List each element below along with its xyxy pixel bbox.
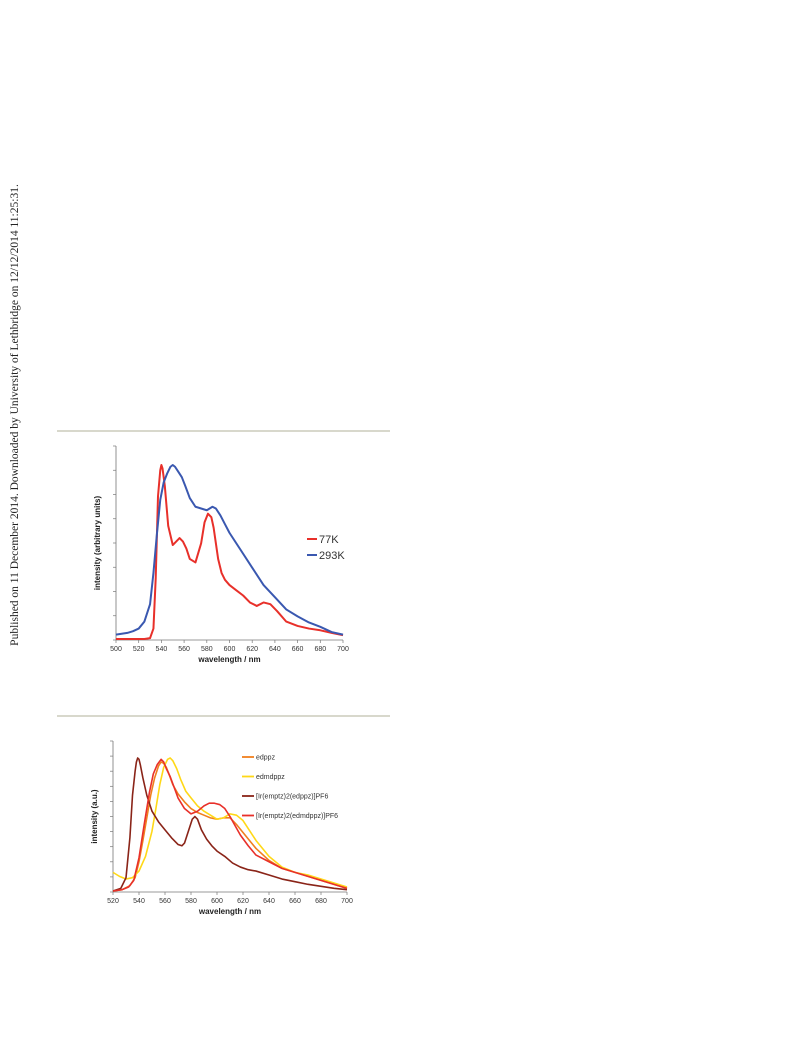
legend-label-ir-emptz-2-edmdppz-pf6: [Ir(emptz)2(edmdppz)]PF6 bbox=[256, 813, 338, 820]
x-tick-label: 700 bbox=[337, 646, 349, 653]
series-line-ir-emptz-2-edppz-pf6 bbox=[112, 757, 348, 892]
x-tick-label: 520 bbox=[107, 898, 119, 905]
x-tick-label: 580 bbox=[185, 898, 197, 905]
x-tick-label: 680 bbox=[315, 898, 327, 905]
x-tick-label: 580 bbox=[201, 646, 213, 653]
x-tick-label: 600 bbox=[224, 646, 236, 653]
legend-label-edppz: edppz bbox=[256, 755, 276, 762]
legend-label-293k: 293K bbox=[319, 550, 345, 562]
x-tick-label: 540 bbox=[156, 646, 168, 653]
x-tick-label: 500 bbox=[110, 646, 122, 653]
x-axis-label: wavelength / nm bbox=[197, 655, 260, 664]
x-tick-label: 700 bbox=[341, 898, 353, 905]
series-line-ir-emptz-2-edmdppz-pf6 bbox=[112, 758, 348, 892]
x-tick-label: 560 bbox=[159, 898, 171, 905]
x-tick-label: 660 bbox=[292, 646, 304, 653]
series-line-edmdppz bbox=[112, 757, 348, 888]
series-line-293k bbox=[115, 464, 344, 636]
y-axis-label: intensity (arbitrary units) bbox=[93, 496, 102, 591]
x-tick-label: 540 bbox=[133, 898, 145, 905]
divider-bottom bbox=[57, 715, 390, 717]
x-tick-label: 640 bbox=[269, 646, 281, 653]
x-tick-label: 620 bbox=[237, 898, 249, 905]
x-tick-label: 620 bbox=[246, 646, 258, 653]
legend-label-77k: 77K bbox=[319, 534, 339, 546]
x-axis-label: wavelength / nm bbox=[198, 907, 261, 916]
divider-top bbox=[57, 430, 390, 432]
x-tick-label: 680 bbox=[314, 646, 326, 653]
y-axis-label: intensity (a.u.) bbox=[90, 789, 99, 844]
x-tick-label: 560 bbox=[178, 646, 190, 653]
x-tick-label: 600 bbox=[211, 898, 223, 905]
x-tick-label: 640 bbox=[263, 898, 275, 905]
series-line-edppz bbox=[112, 761, 348, 892]
x-tick-label: 660 bbox=[289, 898, 301, 905]
legend-label-ir-emptz-2-edppz-pf6: [Ir(emptz)2(edppz)]PF6 bbox=[256, 794, 328, 801]
legend-label-edmdppz: edmdppz bbox=[256, 774, 285, 781]
x-tick-label: 520 bbox=[133, 646, 145, 653]
series-line-77k bbox=[116, 464, 344, 640]
